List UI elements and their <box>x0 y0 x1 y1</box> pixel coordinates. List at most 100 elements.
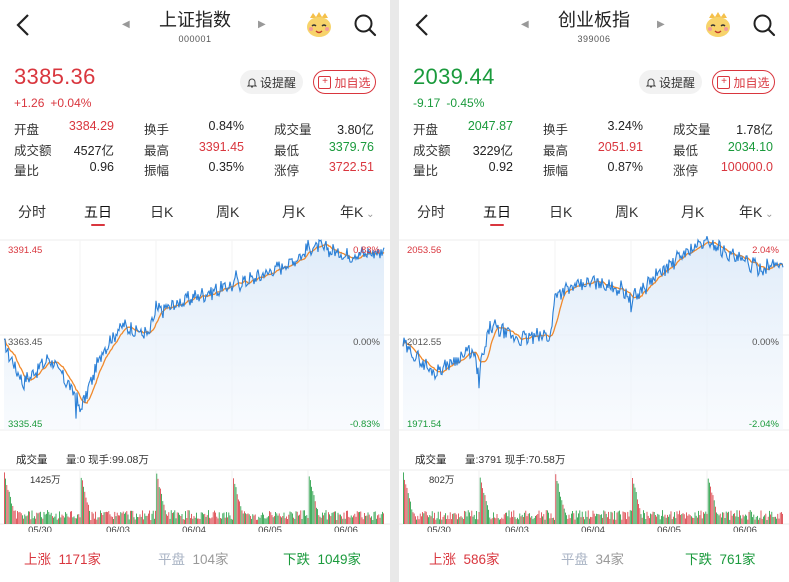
volume-bar <box>428 517 429 524</box>
volume-bar <box>188 510 190 524</box>
back-arrow-icon[interactable] <box>411 10 435 40</box>
volume-bar <box>539 517 541 524</box>
volume-bar <box>205 516 207 524</box>
add-watchlist-label: 加自选 <box>733 75 770 90</box>
tab-2[interactable]: 日K <box>150 202 173 222</box>
volume-bar <box>110 516 112 524</box>
volume-bar <box>202 512 203 524</box>
tab-2[interactable]: 日K <box>549 202 572 222</box>
tab-0[interactable]: 分时 <box>417 202 445 222</box>
five-day-price-chart[interactable]: 2053.56 2012.55 1971.54 2.04% 0.00% -2.04% <box>399 228 789 450</box>
volume-bar <box>142 510 143 524</box>
volume-bar <box>604 511 606 524</box>
stats-row: 量比 0.96 振幅 0.35% 涨停 3722.51 <box>14 160 384 181</box>
volume-bar <box>43 512 45 524</box>
volume-bar <box>541 512 542 524</box>
volume-bar <box>360 511 362 524</box>
tab-5[interactable]: 年K ⌄ <box>340 202 375 222</box>
tab-4[interactable]: 月K <box>282 202 305 222</box>
tab-1[interactable]: 五日 <box>84 202 112 226</box>
set-alert-button[interactable]: 设提醒 <box>240 70 303 94</box>
mascot-face-icon[interactable] <box>304 12 334 38</box>
next-stock-arrow-icon[interactable]: ▶ <box>258 19 266 30</box>
volume-bar <box>609 518 611 524</box>
tab-3[interactable]: 周K <box>216 202 239 222</box>
price-change: +1.26 +0.04% <box>14 96 97 110</box>
volume-bar <box>318 515 320 524</box>
volume-bar <box>461 517 463 524</box>
five-day-price-chart[interactable]: 3391.45 3363.45 3335.45 0.83% 0.00% -0.83% <box>0 228 390 450</box>
back-arrow-icon[interactable] <box>12 10 36 40</box>
volume-bar <box>164 510 166 524</box>
volume-bar <box>554 519 555 524</box>
change-percent: -0.45% <box>446 96 485 110</box>
volume-bar <box>143 519 144 524</box>
volume-bar <box>739 510 740 524</box>
volume-bar <box>91 511 93 524</box>
change-percent: +0.04% <box>50 96 92 110</box>
volume-bar <box>542 516 543 524</box>
add-watchlist-button[interactable]: + 加自选 <box>313 70 376 94</box>
volume-bar <box>366 515 368 524</box>
volume-bar <box>593 513 595 524</box>
volume-bar <box>469 512 470 524</box>
volume-bar <box>146 515 148 524</box>
volume-bar <box>567 518 569 524</box>
tab-label: 周K <box>615 204 639 220</box>
volume-bar <box>73 516 75 524</box>
next-stock-arrow-icon[interactable]: ▶ <box>657 19 665 30</box>
tab-5[interactable]: 年K ⌄ <box>739 202 774 222</box>
volume-bar <box>449 512 451 524</box>
mascot-face-icon[interactable] <box>703 12 733 38</box>
tab-0[interactable]: 分时 <box>18 202 46 222</box>
volume-bar <box>350 515 352 524</box>
set-alert-button[interactable]: 设提醒 <box>639 70 702 94</box>
volume-bar <box>727 512 728 524</box>
prev-stock-arrow-icon[interactable]: ◀ <box>122 19 130 30</box>
volume-bar <box>47 510 48 524</box>
volume-bar <box>170 510 172 524</box>
prev-stock-arrow-icon[interactable]: ◀ <box>521 19 529 30</box>
volume-bar <box>759 517 761 524</box>
volume-bar <box>653 512 655 524</box>
volume-bar <box>59 511 60 524</box>
volume-bar <box>623 512 625 524</box>
volume-bar <box>578 513 579 524</box>
stats-row: 开盘 2047.87 换手 3.24% 成交量 1.78亿 <box>413 119 783 140</box>
fall-stat: 下跌 761家 <box>685 548 756 568</box>
volume-bar <box>190 518 191 524</box>
volume-chart[interactable]: 802万 05/30 06/03 06/04 06/05 06/06 <box>399 466 789 532</box>
volume-bar <box>445 513 446 524</box>
volume-bar <box>23 518 24 524</box>
volume-bar <box>208 510 209 524</box>
volume-bar <box>127 514 129 524</box>
volume-bar <box>628 516 630 524</box>
volume-bar <box>262 512 263 524</box>
volume-bar <box>649 518 650 524</box>
volume-bar <box>295 511 297 524</box>
stats-row: 量比 0.92 振幅 0.87% 涨停 100000.0 <box>413 160 783 181</box>
flat-count: 34家 <box>595 552 625 567</box>
tab-3[interactable]: 周K <box>615 202 638 222</box>
tab-1[interactable]: 五日 <box>483 202 511 226</box>
volume-bar <box>372 520 374 524</box>
tab-4[interactable]: 月K <box>681 202 704 222</box>
volume-bar <box>430 516 432 524</box>
search-icon[interactable] <box>751 12 777 38</box>
volume-bar <box>7 489 9 524</box>
volume-bar <box>419 513 421 524</box>
volume-bar <box>556 481 558 524</box>
volume-bar <box>5 478 6 524</box>
volume-bar <box>641 517 643 524</box>
volume-bar <box>352 517 353 524</box>
volume-chart[interactable]: 1425万 05/30 06/03 06/04 06/05 06/06 <box>0 466 390 532</box>
chart-tabs: 分时 五日 日K 周K 月K 年K ⌄ <box>399 202 789 226</box>
stat-value: 3722.51 <box>328 160 374 174</box>
search-icon[interactable] <box>352 12 378 38</box>
add-watchlist-button[interactable]: + 加自选 <box>712 70 775 94</box>
volume-bar <box>644 513 645 524</box>
volume-bar <box>133 517 135 524</box>
volume-bar <box>674 512 675 524</box>
volume-bar <box>610 511 612 524</box>
volume-bar <box>337 512 339 524</box>
